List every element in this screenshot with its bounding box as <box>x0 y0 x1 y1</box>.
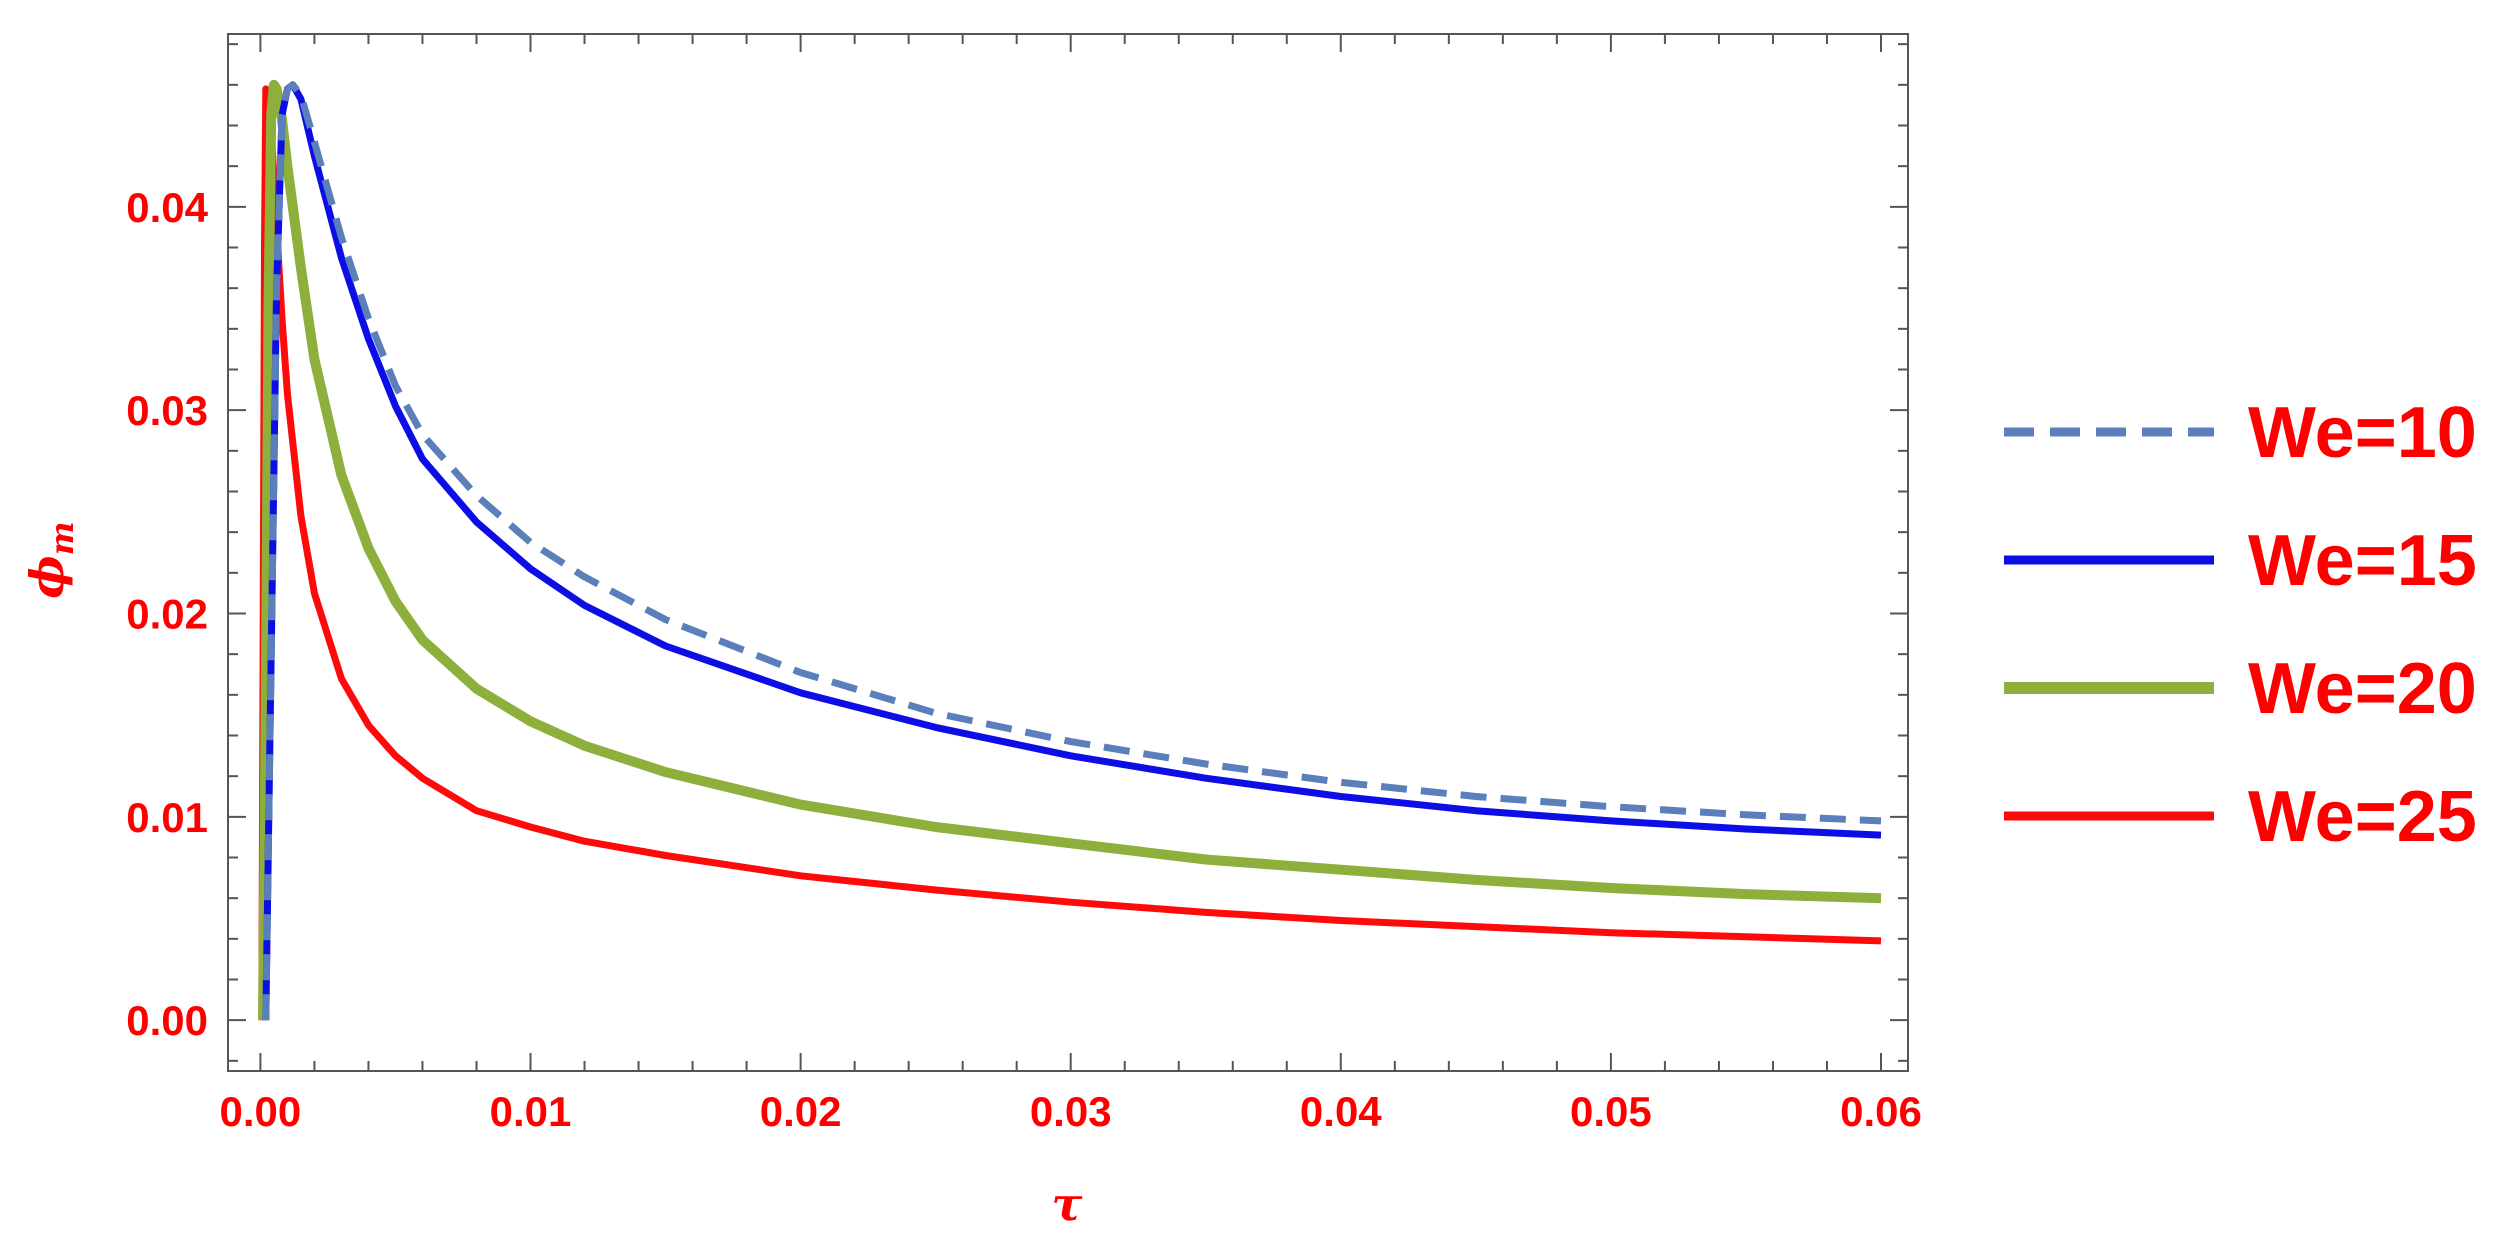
y-tick-label: 0.00 <box>126 997 208 1044</box>
y-tick-label: 0.02 <box>126 591 208 638</box>
y-axis-subscript: m <box>43 521 81 555</box>
x-tick-label: 0.03 <box>1030 1088 1112 1135</box>
y-tick-label: 0.01 <box>126 794 208 841</box>
plot-frame <box>227 33 1909 1072</box>
x-tick-label: 0.01 <box>490 1088 572 1135</box>
x-tick-label: 0.05 <box>1570 1088 1652 1135</box>
y-tick-label: 0.03 <box>126 387 208 434</box>
series-line-we-25 <box>258 85 1882 1021</box>
series-line-we-20 <box>258 79 1882 1021</box>
series-line-we-10 <box>262 81 1882 1021</box>
x-tick-label: 0.02 <box>760 1088 842 1135</box>
y-tick-label: 0.04 <box>126 184 208 231</box>
y-axis-symbol: ϕ <box>20 555 74 598</box>
series-line-we-15 <box>262 81 1882 1021</box>
legend-label: We=25 <box>2248 777 2477 857</box>
legend-label: We=15 <box>2248 521 2477 601</box>
legend-label: We=20 <box>2248 649 2477 729</box>
x-tick-label: 0.04 <box>1300 1088 1382 1135</box>
y-axis-label: ϕm <box>20 521 81 598</box>
x-axis-label: τ <box>1052 1177 1083 1231</box>
x-tick-label: 0.06 <box>1840 1088 1922 1135</box>
legend-label: We=10 <box>2248 393 2477 473</box>
x-tick-label: 0.00 <box>220 1088 302 1135</box>
